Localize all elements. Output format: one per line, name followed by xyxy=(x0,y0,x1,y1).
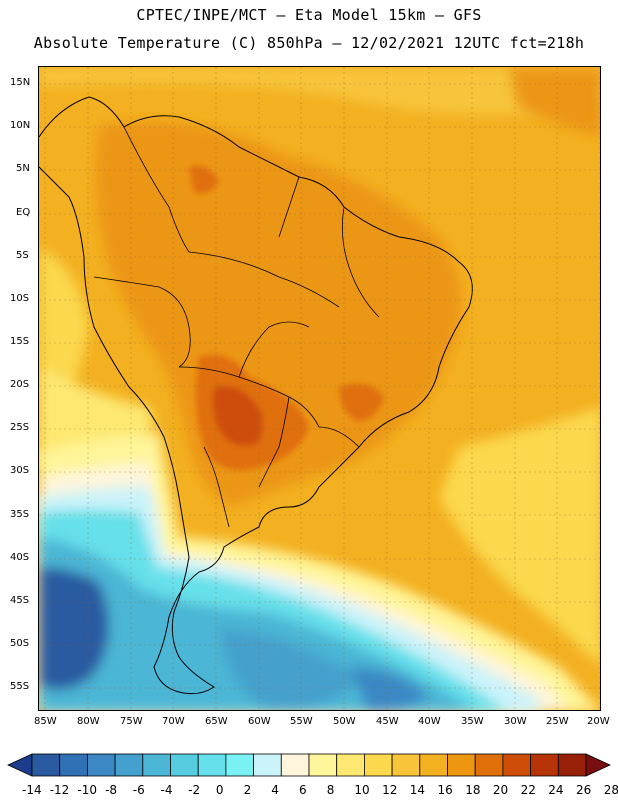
colorbar-tick-label: 26 xyxy=(576,783,592,797)
lat-label: 50S xyxy=(10,638,30,649)
lat-label: 15S xyxy=(10,336,30,347)
lat-label: 30S xyxy=(10,465,30,476)
colorbar-tick-label: 10 xyxy=(354,783,370,797)
lon-label: 80W xyxy=(77,716,100,727)
colorbar-swatch xyxy=(114,753,144,777)
lon-label: 85W xyxy=(34,716,57,727)
lon-label: 35W xyxy=(461,716,484,727)
colorbar-tick-label: -14 xyxy=(22,783,42,797)
lat-label: 15N xyxy=(10,77,31,88)
colorbar-swatch xyxy=(447,753,476,777)
temperature-map xyxy=(38,66,601,711)
lon-label: 20W xyxy=(587,716,610,727)
lon-label: 65W xyxy=(205,716,228,727)
colorbar-swatch xyxy=(142,753,171,777)
colorbar-swatch xyxy=(502,753,531,777)
colorbar-swatch xyxy=(474,753,504,777)
colorbar-swatch xyxy=(280,753,310,777)
colorbar-tick-label: 14 xyxy=(409,783,426,797)
colorbar-tick-label: 20 xyxy=(492,783,509,797)
colorbar-tick-label: -10 xyxy=(77,783,97,797)
colorbar-tick-label: 18 xyxy=(465,783,481,797)
continent-outline xyxy=(39,96,473,695)
lat-label: EQ xyxy=(16,207,31,218)
colorbar-swatch xyxy=(391,753,421,777)
colorbar-tick-label: 4 xyxy=(271,783,279,797)
colorbar-arrow-high xyxy=(585,753,611,777)
country-borders xyxy=(93,126,380,528)
colorbar-swatch xyxy=(225,753,254,777)
colorbar-tick-label: 0 xyxy=(215,783,224,797)
colorbar-swatch xyxy=(253,753,282,777)
colorbar-tick-label: 12 xyxy=(382,783,398,797)
temperature-colorbar xyxy=(7,753,611,777)
colorbar-swatch xyxy=(87,753,116,777)
graticule xyxy=(39,67,600,710)
lat-label: 45S xyxy=(10,595,30,606)
colorbar-tick-label: 16 xyxy=(437,783,453,797)
lat-label: 10N xyxy=(10,120,31,131)
colorbar-tick-label: -12 xyxy=(49,783,70,797)
temperature-field-svg xyxy=(39,67,600,710)
lat-label: 25S xyxy=(10,422,30,433)
lon-label: 60W xyxy=(248,716,271,727)
title-line-1: CPTEC/INPE/MCT – Eta Model 15km – GFS xyxy=(136,6,482,24)
colorbar-tick-label: 2 xyxy=(243,783,252,797)
lon-label: 30W xyxy=(504,716,527,727)
lat-label: 20S xyxy=(10,379,30,390)
colorbar-swatch xyxy=(308,753,338,777)
colorbar-swatch xyxy=(197,753,227,777)
lat-label: 5N xyxy=(16,163,30,174)
colorbar-tick-label: 22 xyxy=(520,783,536,797)
colorbar-swatch xyxy=(419,753,448,777)
lat-label: 35S xyxy=(10,509,30,520)
lon-label: 70W xyxy=(162,716,185,727)
colorbar-swatch xyxy=(170,753,199,777)
colorbar-tick-label: -2 xyxy=(188,783,201,797)
lat-label: 10S xyxy=(10,293,30,304)
colorbar-swatch xyxy=(557,753,587,777)
colorbar-tick-label: -6 xyxy=(132,783,145,797)
colorbar-swatch xyxy=(363,753,393,777)
lon-label: 55W xyxy=(290,716,313,727)
colorbar-tick-label: 6 xyxy=(299,783,307,797)
lon-label: 75W xyxy=(120,716,143,727)
colorbar-tick-label: -4 xyxy=(160,783,173,797)
colorbar-arrow-low xyxy=(7,753,33,777)
colorbar-swatch xyxy=(59,753,88,777)
lon-label: 50W xyxy=(333,716,356,727)
colorbar-swatch xyxy=(336,753,365,777)
colorbar-tick-label: 28 xyxy=(603,783,618,797)
lon-label: 40W xyxy=(418,716,441,727)
colorbar-tick-label: -8 xyxy=(105,783,118,797)
title-line-2: Absolute Temperature (C) 850hPa – 12/02/… xyxy=(33,34,585,52)
colorbar-tick-label: 8 xyxy=(326,783,335,797)
field-cold-zones xyxy=(39,487,543,710)
colorbar-swatch xyxy=(31,753,61,777)
colorbar-swatch xyxy=(530,753,559,777)
lat-label: 40S xyxy=(10,552,30,563)
lon-label: 45W xyxy=(376,716,399,727)
lon-label: 25W xyxy=(546,716,569,727)
lat-label: 5S xyxy=(16,250,29,261)
colorbar-tick-label: 24 xyxy=(548,783,564,797)
lat-label: 55S xyxy=(10,681,30,692)
